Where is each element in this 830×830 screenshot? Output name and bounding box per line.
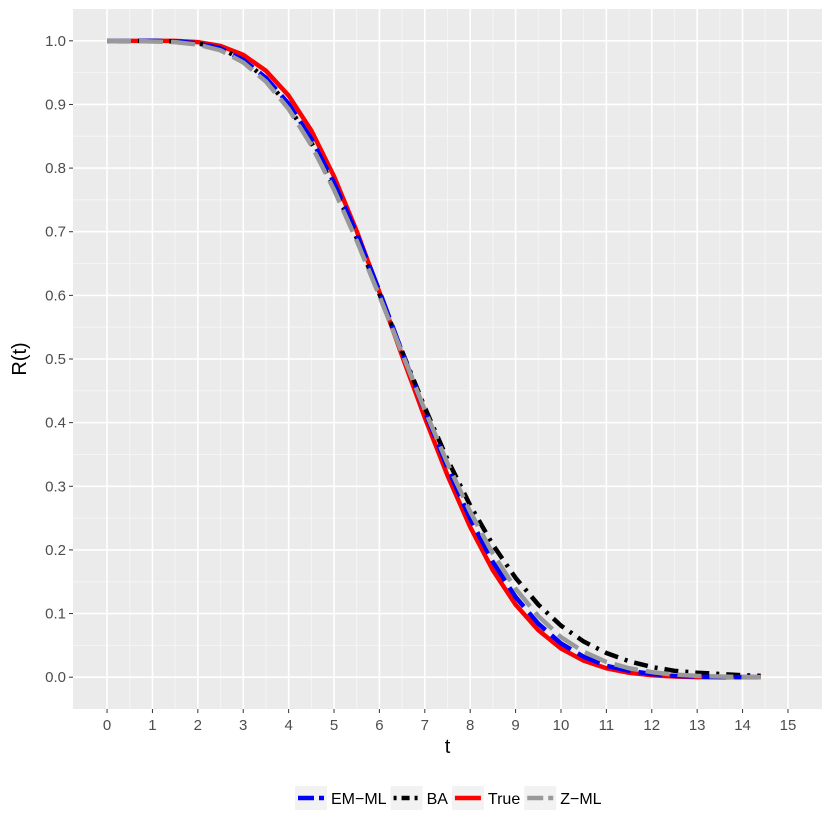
x-tick-label: 11 [599,717,615,734]
y-tick-label: 0.5 [45,351,66,368]
legend-item: Z−ML [524,786,602,810]
y-tick-label: 0.2 [45,542,66,559]
x-tick-label: 5 [330,717,338,734]
legend-label: EM−ML [331,791,387,808]
series-line-z-ml [107,38,761,680]
x-tick-label: 6 [375,717,383,734]
y-tick-label: 0.6 [45,287,66,304]
y-tick-label: 0.9 [45,96,66,113]
series-lines [107,38,761,680]
y-tick-label: 0.8 [45,160,66,177]
x-tick-label: 1 [148,717,156,734]
y-tick-label: 0.7 [45,224,66,241]
x-tick-label: 8 [466,717,474,734]
legend-label: Z−ML [560,791,601,808]
x-tick-label: 13 [689,717,706,734]
x-axis-title: t [445,736,451,758]
y-axis-title: R(t) [9,342,31,375]
x-tick-label: 15 [780,717,797,734]
y-tick-label: 0.1 [45,606,66,623]
y-tick-label: 1.0 [45,33,66,50]
x-tick-label: 12 [643,717,660,734]
x-tick-label: 2 [194,717,202,734]
y-tick-label: 0.4 [45,415,66,432]
legend-item: EM−ML [295,786,387,810]
x-tick-label: 14 [734,717,751,734]
y-axis-ticks: 0.0 0.1 0.2 0.3 0.4 0.5 0.6 0.7 0.8 0.9 1.0 [45,33,73,686]
x-axis-ticks: 0 1 2 3 4 5 6 7 8 9 10 11 12 13 14 15 [103,709,796,734]
x-tick-label: 4 [284,717,292,734]
legend-item: BA [390,786,449,810]
y-tick-label: 0.0 [45,669,66,686]
legend-label: True [488,791,520,808]
y-tick-label: 0.3 [45,478,66,495]
legend-item: True [451,786,520,810]
x-tick-label: 0 [103,717,111,734]
legend-label: BA [427,791,449,808]
legend: EM−ML BA True Z−ML [295,786,602,810]
x-tick-label: 7 [421,717,429,734]
x-tick-label: 3 [239,717,247,734]
x-tick-label: 9 [511,717,519,734]
x-tick-label: 10 [553,717,570,734]
